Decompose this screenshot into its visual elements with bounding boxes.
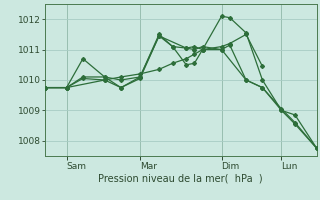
X-axis label: Pression niveau de la mer(  hPa  ): Pression niveau de la mer( hPa ) xyxy=(99,173,263,183)
